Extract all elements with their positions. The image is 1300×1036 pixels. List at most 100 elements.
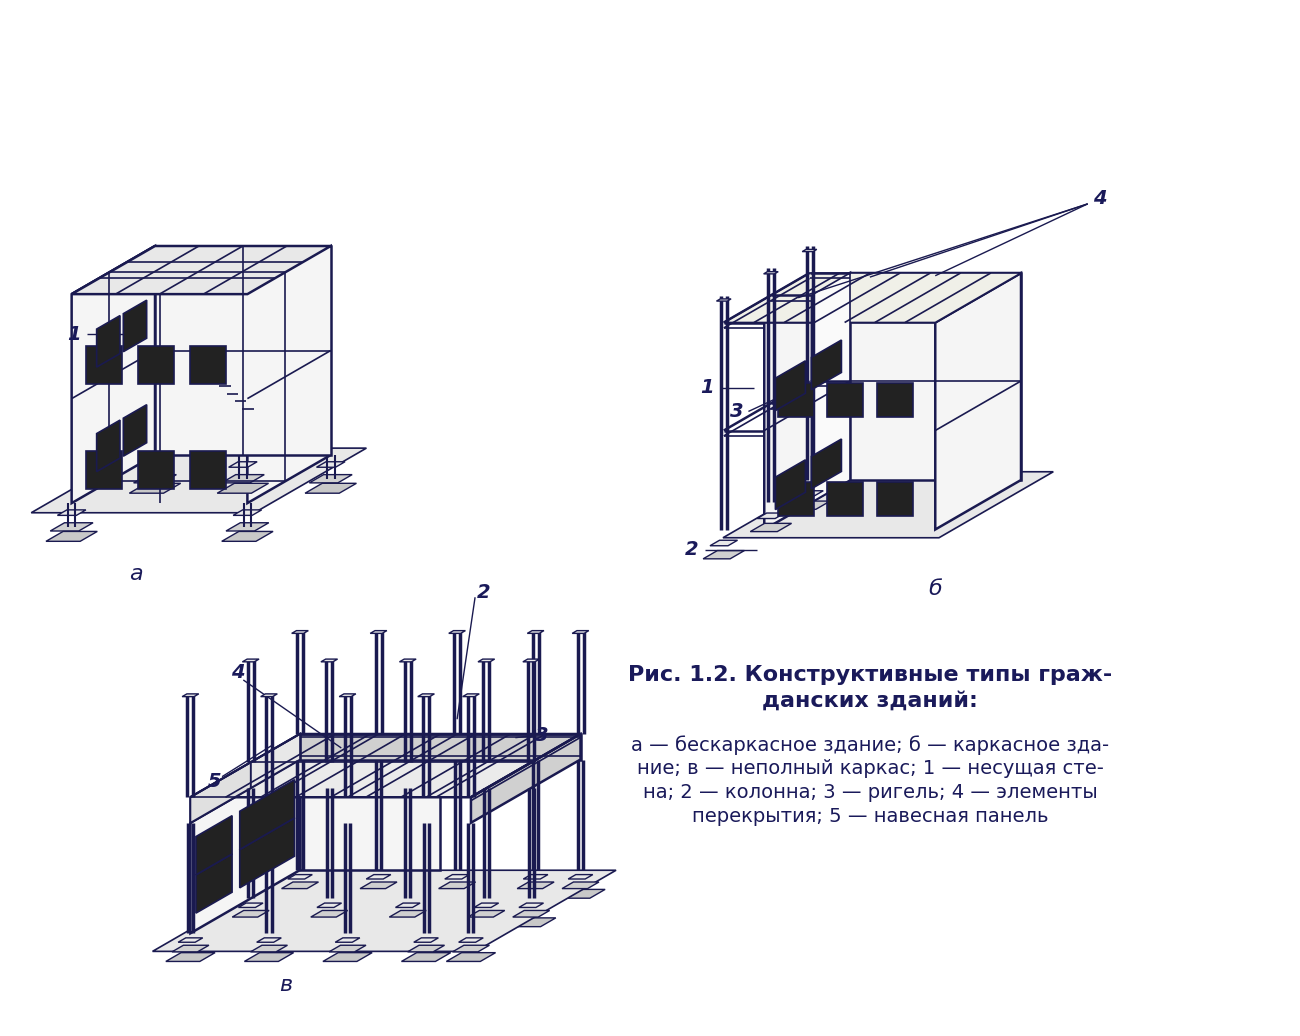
Polygon shape: [354, 889, 403, 898]
Polygon shape: [775, 460, 806, 510]
Polygon shape: [190, 733, 581, 798]
Polygon shape: [190, 346, 226, 384]
Polygon shape: [452, 945, 489, 952]
Text: перекрытия; 5 — навесная панель: перекрытия; 5 — навесная панель: [692, 807, 1048, 826]
Polygon shape: [244, 953, 294, 961]
Polygon shape: [710, 540, 737, 546]
Polygon shape: [72, 246, 155, 294]
Polygon shape: [367, 874, 391, 879]
Polygon shape: [876, 482, 913, 516]
Polygon shape: [166, 953, 214, 961]
Polygon shape: [311, 911, 347, 917]
Polygon shape: [764, 274, 850, 529]
Polygon shape: [300, 759, 441, 870]
Polygon shape: [471, 733, 581, 823]
Polygon shape: [399, 659, 416, 662]
Polygon shape: [402, 953, 451, 961]
Polygon shape: [523, 659, 540, 662]
Polygon shape: [316, 462, 344, 467]
Polygon shape: [811, 274, 850, 502]
Polygon shape: [31, 449, 367, 513]
Polygon shape: [413, 938, 438, 943]
Polygon shape: [446, 953, 495, 961]
Polygon shape: [750, 523, 792, 531]
Polygon shape: [764, 274, 1020, 322]
Polygon shape: [251, 733, 300, 788]
Polygon shape: [304, 918, 354, 926]
Polygon shape: [796, 491, 823, 496]
Polygon shape: [140, 462, 169, 467]
Polygon shape: [261, 694, 277, 696]
Polygon shape: [96, 316, 120, 367]
Polygon shape: [568, 874, 593, 879]
Polygon shape: [802, 250, 816, 252]
Polygon shape: [196, 815, 233, 874]
Polygon shape: [247, 246, 330, 503]
Polygon shape: [556, 889, 604, 898]
Text: а — бескаркасное здание; б — каркасное зда-: а — бескаркасное здание; б — каркасное з…: [630, 735, 1109, 754]
Polygon shape: [217, 484, 269, 493]
Polygon shape: [276, 889, 325, 898]
Text: 4: 4: [1093, 190, 1106, 208]
Polygon shape: [459, 938, 484, 943]
Polygon shape: [226, 523, 269, 531]
Polygon shape: [138, 451, 174, 489]
Polygon shape: [46, 531, 98, 542]
Text: б: б: [928, 579, 941, 599]
Polygon shape: [827, 482, 863, 516]
Polygon shape: [716, 299, 731, 301]
Polygon shape: [827, 382, 863, 418]
Polygon shape: [474, 903, 499, 908]
Polygon shape: [57, 510, 86, 515]
Polygon shape: [287, 874, 312, 879]
Polygon shape: [389, 911, 426, 917]
Polygon shape: [517, 882, 554, 889]
Text: Рис. 1.2. Конструктивные типы граж-: Рис. 1.2. Конструктивные типы граж-: [628, 665, 1112, 685]
Polygon shape: [251, 945, 287, 952]
Polygon shape: [182, 694, 199, 696]
Polygon shape: [306, 484, 356, 493]
Text: 2: 2: [685, 540, 699, 559]
Polygon shape: [757, 513, 785, 519]
Polygon shape: [384, 918, 433, 926]
Text: 1: 1: [701, 378, 714, 397]
Polygon shape: [763, 271, 779, 274]
Polygon shape: [339, 694, 356, 696]
Polygon shape: [226, 918, 276, 926]
Polygon shape: [724, 274, 1020, 322]
Polygon shape: [309, 474, 352, 483]
Polygon shape: [775, 361, 806, 410]
Text: на; 2 — колонна; 3 — ригель; 4 — элементы: на; 2 — колонна; 3 — ригель; 4 — элемент…: [642, 783, 1097, 802]
Polygon shape: [238, 903, 263, 908]
Polygon shape: [172, 945, 209, 952]
Polygon shape: [445, 874, 469, 879]
Text: 3: 3: [536, 726, 549, 745]
Polygon shape: [124, 405, 147, 456]
Polygon shape: [322, 953, 372, 961]
Polygon shape: [468, 911, 504, 917]
Polygon shape: [190, 759, 300, 933]
Text: 2: 2: [477, 583, 490, 602]
Text: 4: 4: [231, 663, 244, 683]
Polygon shape: [507, 918, 556, 926]
Polygon shape: [317, 903, 342, 908]
Polygon shape: [935, 274, 1020, 529]
Polygon shape: [777, 382, 814, 418]
Text: 3: 3: [729, 402, 744, 421]
Polygon shape: [190, 733, 300, 823]
Polygon shape: [789, 501, 831, 510]
Polygon shape: [190, 762, 251, 823]
Polygon shape: [282, 882, 318, 889]
Polygon shape: [222, 531, 273, 542]
Polygon shape: [528, 631, 543, 633]
Polygon shape: [233, 911, 269, 917]
Polygon shape: [723, 471, 1053, 538]
Polygon shape: [512, 911, 550, 917]
Polygon shape: [850, 274, 1020, 480]
Polygon shape: [221, 474, 264, 483]
Polygon shape: [438, 882, 476, 889]
Polygon shape: [239, 780, 295, 850]
Polygon shape: [229, 462, 257, 467]
Polygon shape: [777, 482, 814, 516]
Polygon shape: [811, 340, 841, 390]
